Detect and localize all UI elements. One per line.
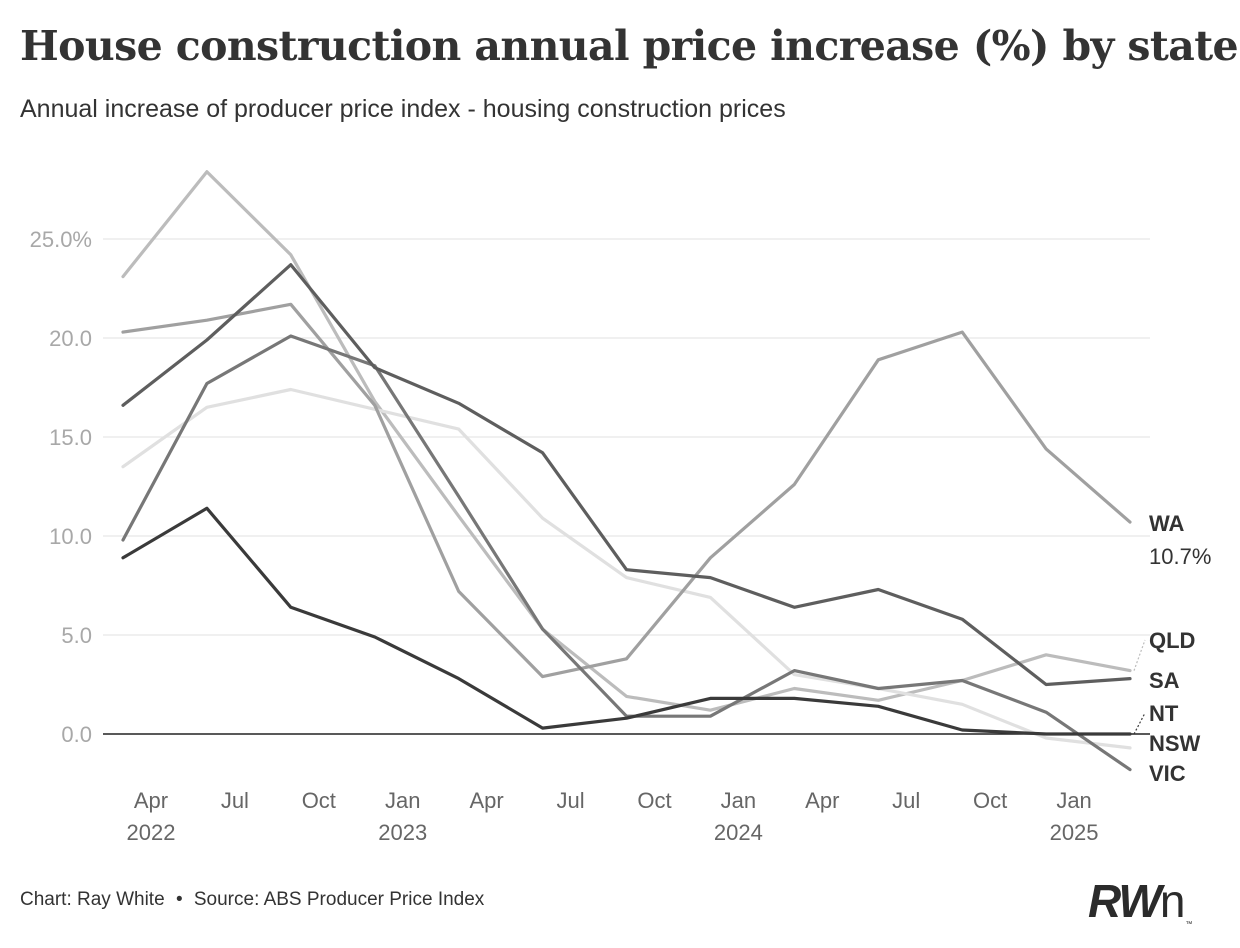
series-line-wa [121,302,1132,679]
logo-mark: RW [1088,875,1162,927]
x-axis: Apr 2022 Jul Oct Jan 2023 Apr Jul Oct Jan 2024 Apr J… [126,788,1098,845]
series-lines [121,170,1132,772]
x-tick-label: Jul [221,788,249,813]
leader-line-nt [1133,712,1146,735]
logo-tail: n [1159,875,1186,927]
x-tick-label: Jan [721,788,756,813]
y-tick-label: 25.0% [30,227,92,252]
x-tick-label: Oct [302,788,336,813]
series-label-nt: NT [1149,701,1179,726]
series-labels: QLD NSW WA 10.7% VIC SA NT [1133,511,1211,786]
source-note: Source: ABS Producer Price Index [193,889,485,910]
x-tick-label: Oct [637,788,671,813]
series-label-sa: SA [1149,668,1180,693]
y-tick-label: 15.0 [49,425,92,450]
x-tick-label: Apr [805,788,839,813]
chart-credit: Chart: Ray White [20,889,165,910]
series-line-sa [121,263,1132,687]
gridlines [103,238,1150,735]
chart-subtitle: Annual increase of producer price index … [20,95,786,123]
x-tick-label: Oct [973,788,1007,813]
y-tick-label: 5.0 [61,623,92,648]
x-tick-label: Apr [470,788,504,813]
chart-title: House construction annual price increase… [20,22,1239,70]
x-tick-label: Jul [556,788,584,813]
x-tick-label: Jan [385,788,420,813]
series-value-label-wa: 10.7% [1149,544,1211,569]
x-tick-year: 2023 [378,820,427,845]
footer-separator: • [175,889,183,910]
y-axis: 0.0 5.0 10.0 15.0 20.0 25.0% [30,227,92,747]
x-tick-label: Jul [892,788,920,813]
x-tick-label: Jan [1056,788,1091,813]
series-line-nsw [121,387,1132,750]
series-label-nsw: NSW [1149,731,1201,756]
y-tick-label: 20.0 [49,326,92,351]
series-label-wa: WA [1149,511,1185,536]
series-line-vic [121,334,1132,772]
series-line-nt [121,506,1132,736]
x-tick-label: Apr [134,788,168,813]
series-label-qld: QLD [1149,628,1195,653]
ray-white-logo: RWn™ [1088,874,1192,928]
chart-footer: Chart: Ray White • Source: ABS Producer … [20,889,484,911]
series-label-vic: VIC [1149,761,1186,786]
x-tick-year: 2022 [126,820,175,845]
y-tick-label: 10.0 [49,524,92,549]
x-tick-year: 2025 [1050,820,1099,845]
leader-line-qld [1133,639,1146,671]
logo-trademark: ™ [1185,921,1193,928]
x-tick-year: 2024 [714,820,763,845]
series-line-qld [121,170,1132,712]
y-tick-label: 0.0 [61,722,92,747]
line-chart: 0.0 5.0 10.0 15.0 20.0 25.0% Apr 2022 Jul Oct Jan… [30,170,1211,845]
